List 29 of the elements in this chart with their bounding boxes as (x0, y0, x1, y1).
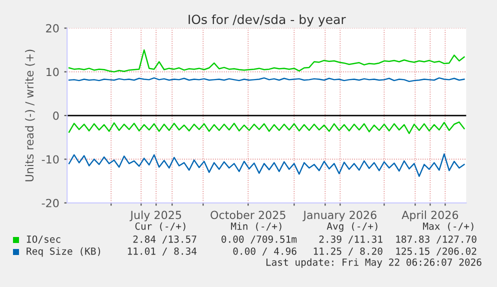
line-series (68, 121, 465, 134)
y-tick-label: 0 (53, 111, 59, 120)
text: 125.15 /206.02 (396, 247, 476, 256)
line-series (68, 153, 465, 177)
legend-label: IO/sec (26, 235, 60, 244)
text: 0.00 / 4.96 (233, 247, 296, 256)
x-tick-label: January 2026 (302, 210, 376, 222)
y-tick-label: -10 (42, 155, 59, 164)
text: 11.25 / 8.20 (314, 247, 382, 256)
y-tick-label: 10 (46, 68, 59, 76)
y-tick-label: -20 (42, 198, 59, 208)
text: 0.00 /709.51m (222, 235, 297, 244)
text: Max (-/+) (423, 222, 474, 231)
y-axis-title: Units read (-) / write (+) (25, 50, 35, 182)
x-tick-label: July 2025 (130, 210, 182, 222)
legend-label: Req Size (KB) (26, 247, 100, 257)
text: 11.01 / 8.34 (128, 247, 197, 256)
text: Cur (-/+) (135, 222, 186, 231)
text: 2.84 /13.57 (133, 235, 196, 244)
x-tick-label: October 2025 (210, 210, 286, 220)
text: 187.83 /127.70 (396, 235, 476, 244)
line-series (68, 49, 465, 72)
chart-title: IOs for /dev/sda - by year (188, 14, 346, 27)
x-tick-label: April 2026 (402, 210, 458, 222)
text: Last update: Fri May 22 06:26:07 2026 (266, 258, 482, 268)
text: 2.39 /11.31 (319, 235, 382, 244)
text: Avg (-/+) (326, 222, 378, 232)
text: Min (-/+) (231, 222, 282, 231)
y-tick-label: 20 (46, 24, 59, 33)
